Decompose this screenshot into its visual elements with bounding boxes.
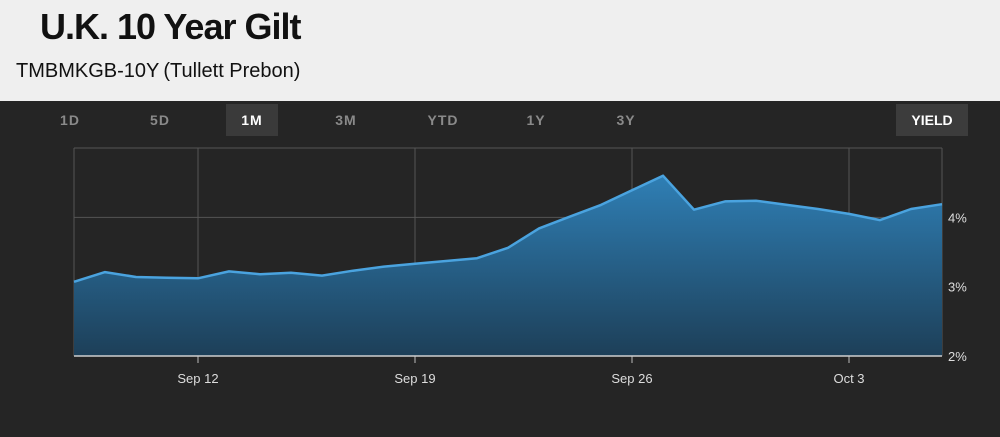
tab-ytd[interactable]: YTD [427, 112, 459, 128]
page-title: U.K. 10 Year Gilt [40, 6, 301, 47]
area-fill [74, 175, 942, 356]
x-tick-label: Sep 19 [394, 371, 435, 386]
series-line [73, 174, 943, 283]
tab-3y[interactable]: 3Y [616, 112, 636, 128]
tab-1y[interactable]: 1Y [526, 112, 546, 128]
x-tick-label: Oct 3 [833, 371, 864, 386]
tab-1d[interactable]: 1D [60, 112, 80, 128]
tab-1m[interactable]: 1M [226, 104, 278, 136]
y-tick-label: 2% [948, 349, 967, 364]
tab-5d[interactable]: 5D [150, 112, 170, 128]
yield-button[interactable]: YIELD [896, 104, 968, 136]
page-subtitle: TMBMKGB-10Y (Tullett Prebon) [16, 60, 301, 82]
tab-3m[interactable]: 3M [335, 112, 357, 128]
y-tick-label: 3% [948, 280, 967, 295]
header: U.K. 10 Year Gilt TMBMKGB-10Y (Tullett P… [0, 0, 1000, 101]
y-tick-label: 4% [948, 210, 967, 225]
x-tick-label: Sep 12 [177, 371, 218, 386]
x-tick-label: Sep 26 [611, 371, 652, 386]
